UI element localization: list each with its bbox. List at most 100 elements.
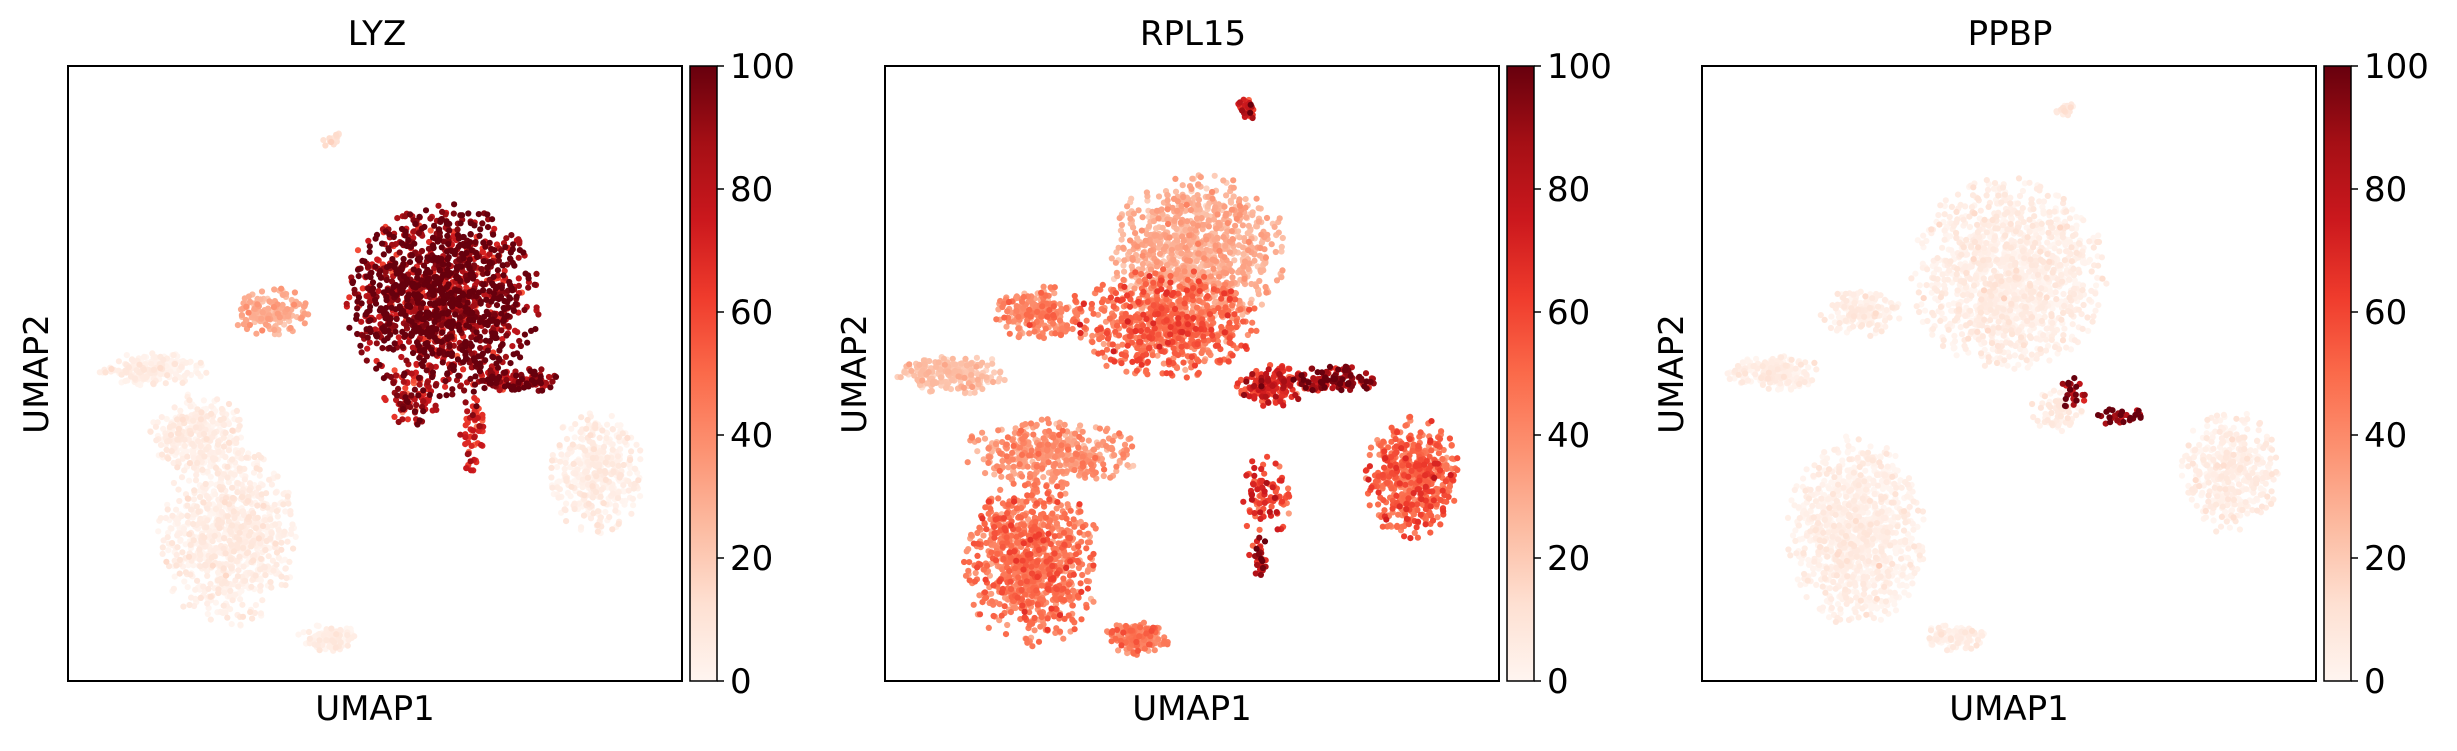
scatter-point [592,489,600,496]
scatter-point [279,291,286,298]
scatter-point [163,415,170,423]
scatter-point [600,448,607,455]
scatter-point [600,443,608,450]
scatter-point [189,440,196,447]
scatter-point [476,423,483,430]
scatter-point [164,501,171,508]
scatter-point [1100,472,1107,480]
scatter-point [500,272,507,279]
scatter-point [348,634,355,642]
scatter-point [960,384,968,391]
scatter-point [209,562,216,569]
scatter-point [221,589,228,596]
scatter-point [214,470,221,477]
scatter-point [457,212,464,219]
scatter-point [431,318,438,326]
scatter-point [620,482,627,489]
scatter-point [197,449,204,456]
scatter-point [439,208,446,215]
scatter-point [286,558,293,566]
scatter-point [243,454,250,461]
scatter-point [421,348,428,356]
scatter-point [288,530,295,538]
scatter-point [462,422,469,429]
scatter-point [602,508,609,516]
scatter-point [353,312,360,319]
scatter-point [398,266,405,273]
scatter-point [603,435,610,442]
scatter-point [315,622,322,630]
scatter-point [197,493,204,501]
scatter-point [236,536,243,543]
scatter-point [163,558,170,565]
scatter-point [416,213,423,220]
scatter-point [227,587,234,595]
scatter-point [209,418,216,425]
scatter-point [1001,376,1008,384]
scatter-point [402,394,409,401]
scatter-point [236,465,243,472]
scatter-point [235,583,242,590]
scatter-point [268,530,275,537]
scatter-point [468,442,475,449]
scatter-point [589,483,596,490]
scatter-point [178,363,185,370]
scatter-point [400,378,407,385]
scatter-point [937,374,945,381]
scatter-point [493,283,500,290]
scatter-point [597,493,604,500]
scatter-point [578,414,585,421]
scatter-point [354,305,361,312]
scatter-point [212,491,219,498]
scatter-point [494,318,501,325]
scatter-point [200,397,207,404]
scatter-point [250,469,258,476]
scatter-point [302,300,309,307]
scatter-point [204,505,211,512]
scatter-point [453,287,460,294]
scatter-point [239,613,247,620]
scatter-point [252,525,259,532]
scatter-point [261,564,268,571]
scatter-point [405,237,412,244]
scatter-point [1124,203,1131,210]
scatter-point [434,257,441,264]
scatter-point [226,439,233,446]
scatter-point [237,621,244,628]
scatter-point [165,455,172,462]
scatter-point [490,231,497,238]
scatter-point [174,416,181,423]
scatter-point [602,459,609,466]
scatter-point [194,459,201,466]
scatter-point [1130,224,1137,231]
scatter-point [612,502,619,509]
scatter-point [245,293,252,300]
scatter-point [563,500,570,507]
scatter-point [174,464,181,471]
colorbar-tick-label: 60 [730,293,773,333]
scatter-point [383,297,390,304]
scatter-point [464,408,471,415]
scatter-point [212,464,220,471]
scatter-point [218,405,225,413]
scatter-point [517,354,524,361]
scatter-point [174,436,181,443]
scatter-point [197,563,204,570]
scatter-point [974,376,981,383]
scatter-point [190,537,197,544]
scatter-point [416,354,423,361]
scatter-point [637,456,644,463]
scatter-point [935,359,942,366]
scatter-point [263,537,270,545]
scatter-point [1253,283,1260,290]
scatter-point [444,370,451,377]
scatter-point [429,350,436,357]
scatter-point [437,299,444,306]
scatter-point [229,484,236,491]
scatter-point [1279,234,1286,242]
scatter-point [1187,226,1194,233]
scatter-point [590,446,598,453]
scatter-point [531,380,539,387]
scatter-point [407,243,414,250]
scatter-point [366,307,373,314]
